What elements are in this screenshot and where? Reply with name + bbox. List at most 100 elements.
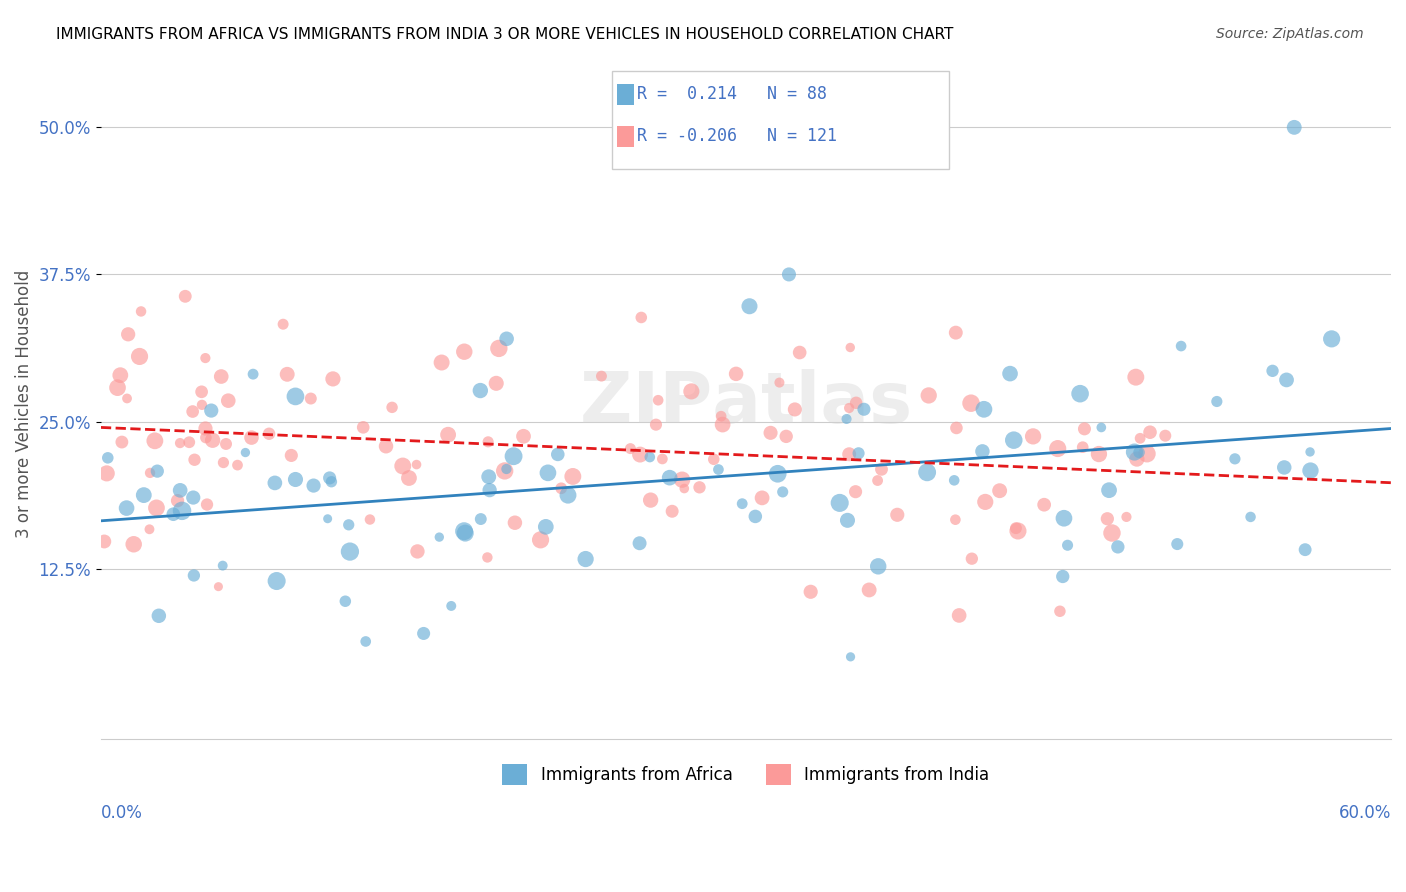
Point bbox=[166, 493, 188, 508]
Point bbox=[478, 483, 501, 497]
Point bbox=[398, 471, 420, 485]
Point bbox=[1272, 460, 1295, 475]
Point bbox=[1115, 510, 1137, 524]
Point bbox=[839, 649, 862, 664]
Point bbox=[284, 473, 307, 487]
Point bbox=[1071, 440, 1094, 454]
Point bbox=[512, 429, 534, 443]
Point bbox=[645, 417, 668, 432]
Point bbox=[838, 401, 860, 415]
Point bbox=[115, 501, 138, 516]
Point bbox=[972, 444, 994, 458]
Point bbox=[235, 445, 257, 459]
Point bbox=[868, 559, 890, 574]
Point bbox=[751, 491, 773, 505]
Point bbox=[453, 524, 475, 539]
Point bbox=[284, 389, 307, 403]
Point bbox=[711, 417, 734, 432]
Point bbox=[886, 508, 908, 522]
Point bbox=[775, 429, 797, 443]
Point bbox=[169, 436, 191, 450]
Point bbox=[430, 355, 453, 369]
Point bbox=[547, 447, 569, 461]
Point bbox=[1033, 498, 1056, 512]
Point bbox=[1125, 370, 1147, 384]
Point bbox=[628, 536, 651, 550]
Point bbox=[139, 466, 162, 480]
Point bbox=[768, 376, 790, 390]
Point bbox=[179, 435, 201, 450]
Point bbox=[454, 526, 477, 541]
Point bbox=[681, 384, 703, 399]
Point bbox=[1275, 373, 1298, 387]
Point bbox=[194, 351, 217, 365]
Point bbox=[845, 484, 868, 499]
Point bbox=[1170, 339, 1192, 353]
Point bbox=[789, 345, 811, 359]
Point bbox=[215, 437, 238, 451]
Point bbox=[848, 446, 870, 460]
Point bbox=[651, 452, 673, 467]
Point bbox=[132, 488, 155, 502]
Point bbox=[1154, 428, 1177, 442]
Point bbox=[194, 431, 217, 445]
Point bbox=[710, 409, 733, 424]
Point bbox=[321, 475, 343, 489]
Point bbox=[529, 533, 551, 547]
Point bbox=[209, 369, 232, 384]
Point bbox=[870, 462, 893, 476]
Point bbox=[835, 412, 858, 426]
Point bbox=[1101, 526, 1123, 541]
Point bbox=[638, 450, 661, 464]
Point bbox=[1320, 332, 1343, 346]
Point bbox=[146, 464, 169, 478]
Point bbox=[335, 594, 357, 608]
Point bbox=[725, 367, 748, 381]
Point bbox=[111, 435, 134, 450]
Text: IMMIGRANTS FROM AFRICA VS IMMIGRANTS FROM INDIA 3 OR MORE VEHICLES IN HOUSEHOLD : IMMIGRANTS FROM AFRICA VS IMMIGRANTS FRO… bbox=[56, 27, 953, 42]
Point bbox=[1053, 511, 1076, 525]
Point bbox=[437, 427, 460, 442]
Point bbox=[671, 473, 693, 487]
Point bbox=[1052, 569, 1074, 583]
Point bbox=[628, 448, 651, 462]
Point bbox=[561, 469, 583, 483]
Point bbox=[1261, 364, 1284, 378]
Point bbox=[575, 552, 598, 566]
Point bbox=[988, 483, 1011, 498]
Point bbox=[658, 470, 681, 484]
Point bbox=[478, 469, 501, 483]
Point bbox=[138, 522, 160, 536]
Point bbox=[945, 513, 967, 527]
Point bbox=[200, 403, 222, 417]
Point bbox=[960, 551, 983, 566]
Point bbox=[191, 398, 214, 412]
Point bbox=[148, 608, 170, 623]
Point bbox=[640, 493, 662, 508]
Point bbox=[207, 580, 229, 594]
Point bbox=[96, 467, 118, 481]
Point bbox=[263, 475, 285, 490]
Point bbox=[337, 517, 360, 532]
Point bbox=[485, 376, 508, 391]
Point bbox=[838, 447, 860, 461]
Point bbox=[1299, 464, 1322, 478]
Point bbox=[110, 368, 132, 383]
Point bbox=[211, 558, 233, 573]
Point bbox=[495, 462, 517, 476]
Point bbox=[1056, 538, 1078, 552]
Point bbox=[661, 504, 683, 518]
Point bbox=[240, 431, 263, 445]
Text: 0.0%: 0.0% bbox=[101, 804, 143, 822]
Point bbox=[503, 516, 526, 530]
Point bbox=[183, 568, 205, 582]
Point bbox=[495, 332, 517, 346]
Point bbox=[1022, 429, 1045, 443]
Point bbox=[1005, 521, 1028, 535]
Point bbox=[845, 396, 868, 410]
Point bbox=[391, 458, 413, 473]
Point bbox=[1299, 445, 1322, 459]
Point bbox=[960, 396, 983, 410]
Point bbox=[918, 388, 941, 402]
Point bbox=[1049, 604, 1071, 618]
